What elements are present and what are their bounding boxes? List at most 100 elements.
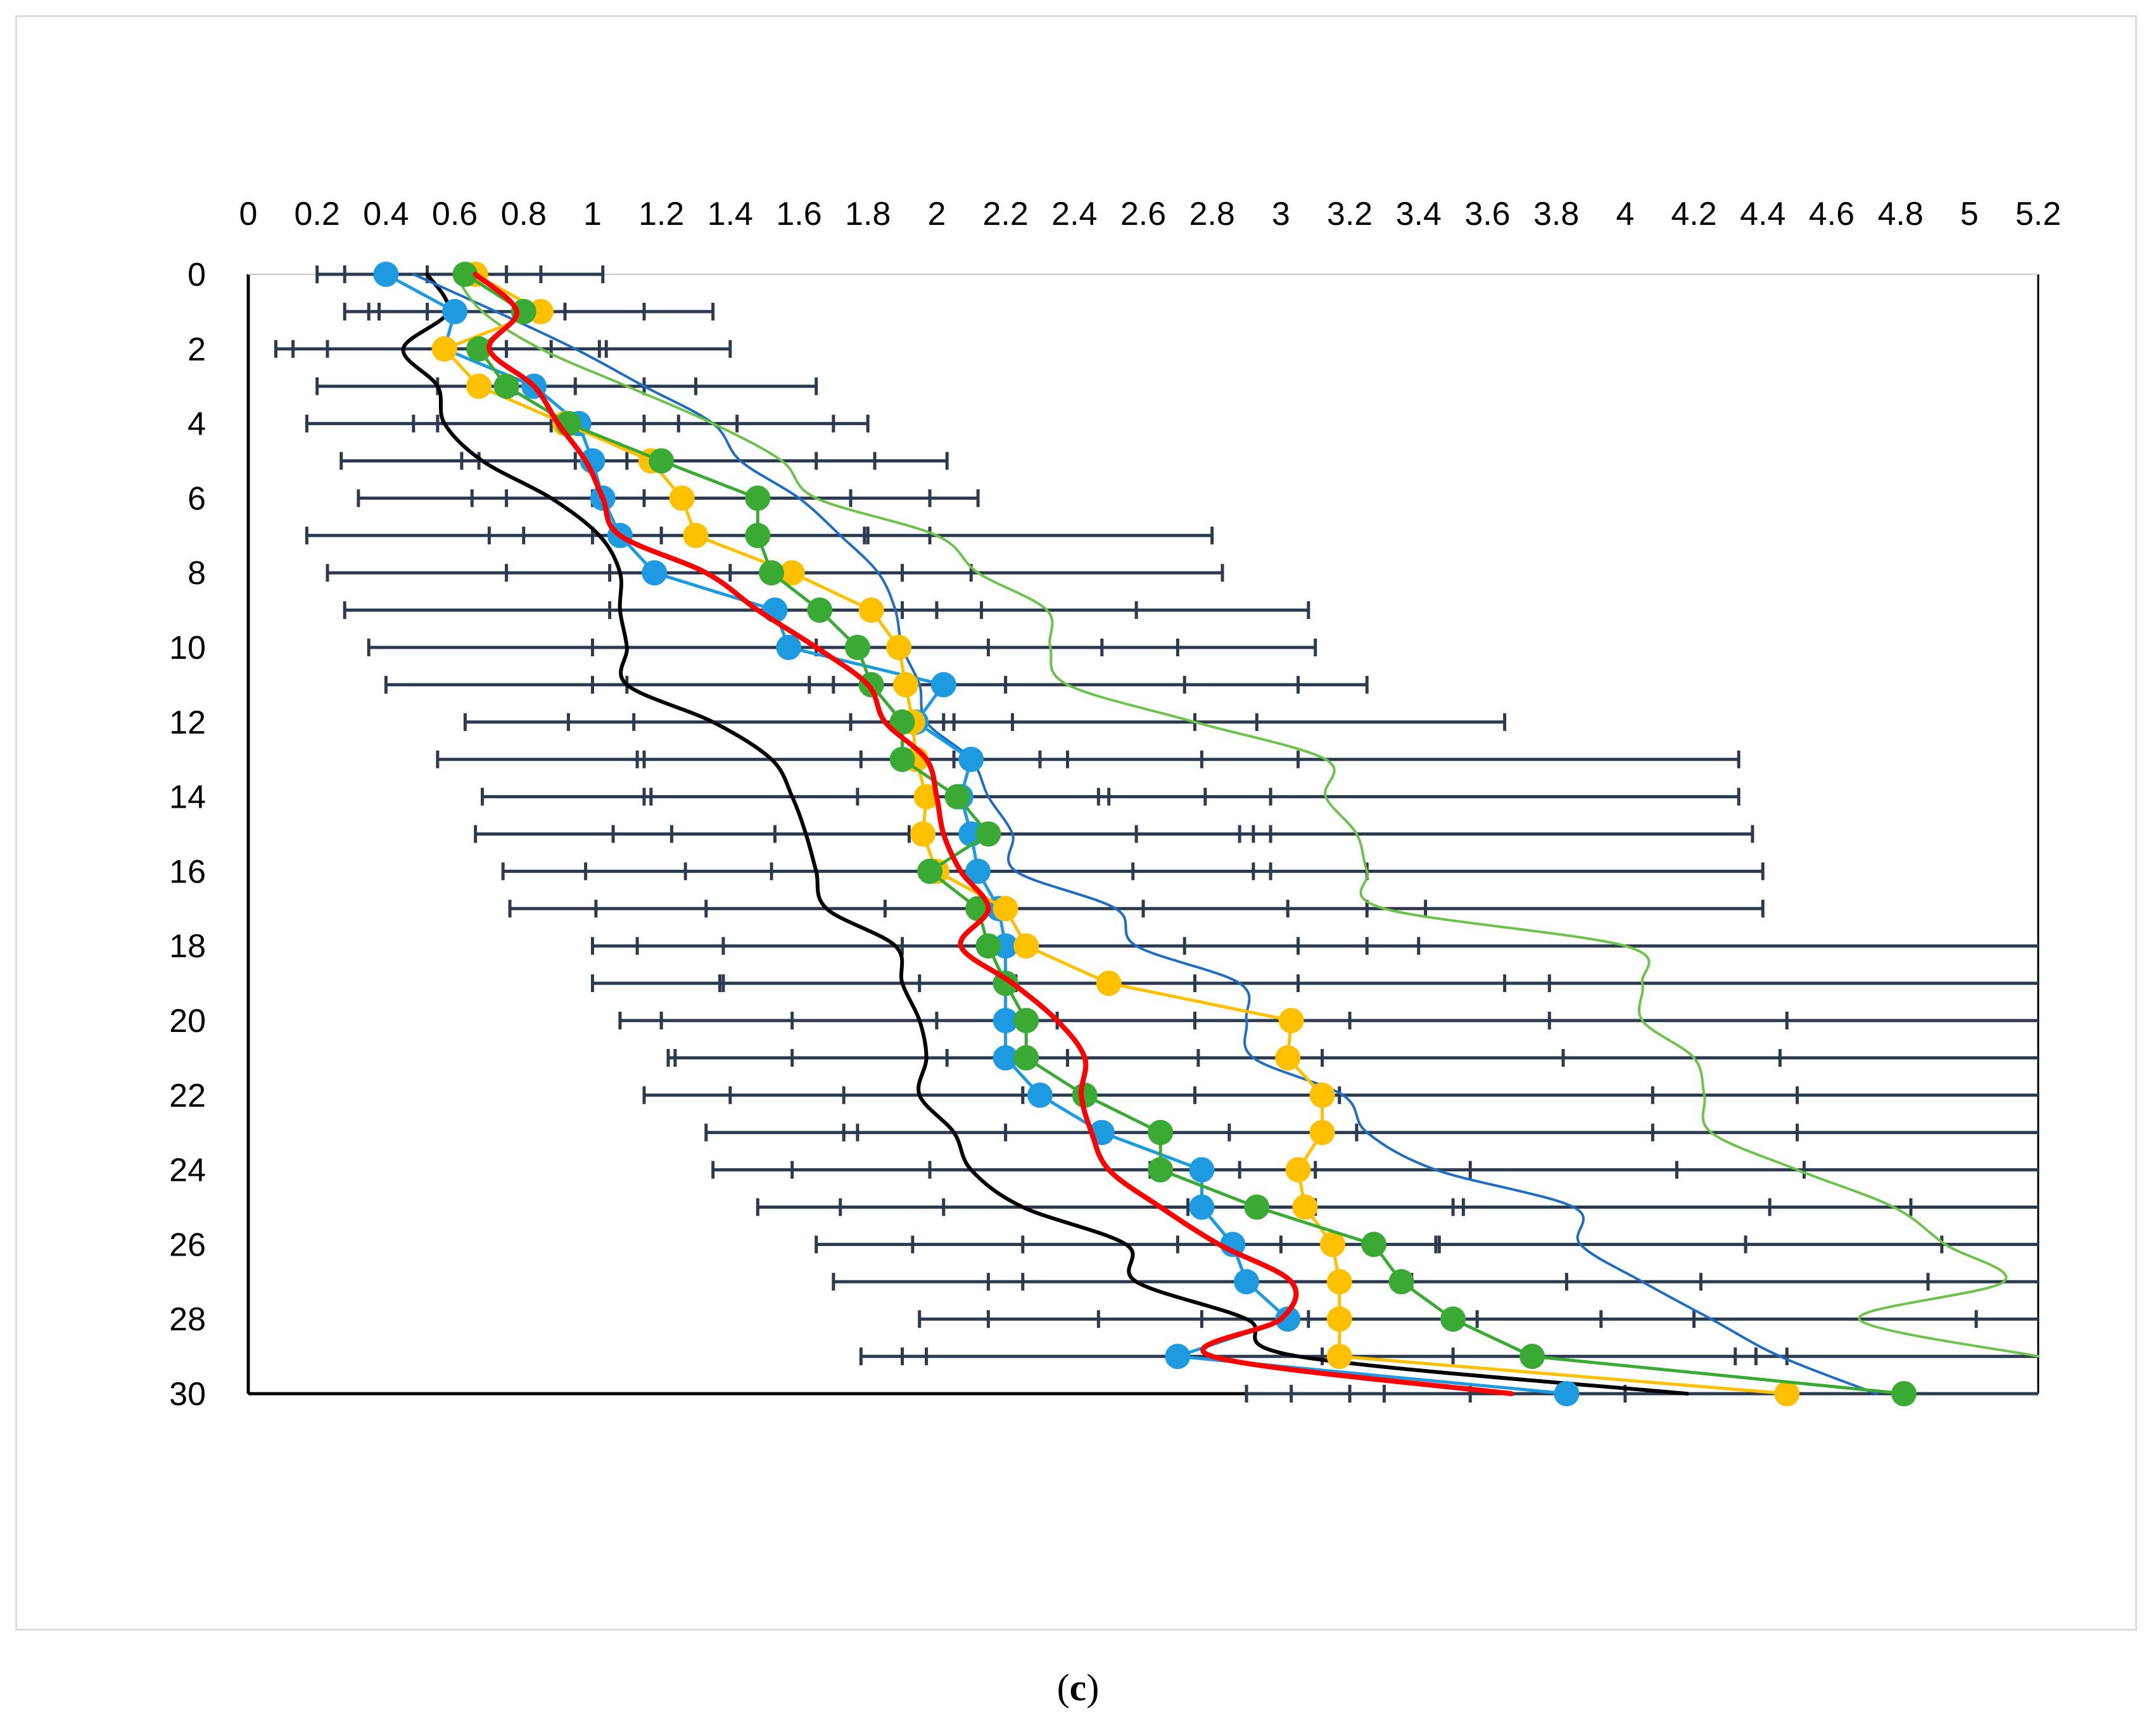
y-tick-label: 16	[169, 853, 206, 890]
data-point	[373, 262, 399, 287]
data-point	[992, 1008, 1018, 1033]
y-tick-label: 10	[169, 630, 206, 666]
data-point	[1774, 1381, 1800, 1406]
y-tick-label: 24	[169, 1152, 206, 1189]
x-tick-label: 4.4	[1740, 196, 1785, 232]
x-tick-labels: 0 0.2 0.4 0.6 0.8 1 1.2 1.4 1.6 1.8 2 2.2 2.4 2.6 2.8 3…	[239, 196, 2062, 232]
x-tick-label: 1.4	[707, 196, 753, 232]
data-point	[745, 523, 771, 549]
data-point	[493, 373, 519, 399]
error-bar	[315, 377, 818, 395]
data-point	[1234, 1269, 1260, 1295]
chart-frame	[15, 15, 2137, 1631]
data-point	[1326, 1344, 1352, 1370]
y-tick-label: 2	[187, 331, 206, 368]
caption-close: )	[1086, 1667, 1100, 1709]
error-bar	[618, 1012, 2038, 1029]
series-line	[401, 272, 1689, 1396]
data-point	[910, 821, 936, 847]
error-bar	[918, 1310, 2038, 1328]
error-bar	[590, 937, 2038, 955]
data-point	[1309, 1119, 1335, 1145]
error-bar	[859, 1347, 2038, 1366]
data-point	[1013, 1045, 1039, 1071]
x-tick-label: 3.2	[1327, 196, 1373, 232]
error-bar	[815, 1235, 2038, 1254]
data-point	[759, 560, 785, 586]
data-point	[1244, 1194, 1270, 1220]
x-tick-label: 4.8	[1877, 196, 1923, 232]
data-point	[917, 858, 943, 884]
x-tick-label: 3.6	[1464, 196, 1510, 232]
error-bar	[367, 639, 1317, 656]
data-point	[1072, 1082, 1098, 1108]
series-lightgreen	[453, 273, 2039, 1358]
error-bar	[590, 974, 2038, 993]
error-bar	[463, 713, 1507, 731]
data-point	[1440, 1306, 1466, 1332]
data-point	[442, 298, 468, 324]
data-point	[1554, 1381, 1580, 1406]
data-point	[580, 448, 606, 474]
x-tick-label: 1.6	[776, 196, 821, 232]
x-tick-label: 2	[927, 196, 946, 232]
data-point	[642, 560, 668, 586]
series-group	[373, 262, 2039, 1406]
error-bar	[274, 340, 732, 358]
series-line	[453, 273, 2039, 1358]
x-tick-label: 2.2	[982, 196, 1028, 232]
x-tick-label: 1	[583, 196, 602, 232]
x-tick-label: 3.8	[1533, 196, 1579, 232]
x-tick-label: 0.4	[363, 196, 409, 232]
data-point	[975, 933, 1001, 959]
error-bar	[1245, 1385, 2038, 1403]
y-tick-label: 28	[169, 1301, 206, 1338]
x-tick-label: 3	[1272, 196, 1290, 232]
data-point	[930, 672, 956, 697]
error-bars	[274, 265, 2038, 1403]
data-point	[1275, 1045, 1301, 1071]
data-point	[893, 672, 919, 697]
data-point	[1309, 1082, 1335, 1108]
data-point	[958, 746, 984, 772]
x-tick-label: 4.6	[1809, 196, 1855, 232]
x-tick-label: 5.2	[2015, 196, 2061, 232]
error-bar	[481, 787, 1741, 806]
x-tick-label: 0.8	[501, 196, 547, 232]
data-point	[992, 896, 1018, 922]
x-tick-label: 0.2	[295, 196, 340, 232]
data-point	[1285, 1157, 1311, 1183]
data-point	[776, 635, 802, 660]
data-point	[1027, 1082, 1053, 1108]
x-tick-label: 1.2	[638, 196, 684, 232]
error-bar	[704, 1123, 2038, 1142]
data-point	[1319, 1232, 1345, 1257]
x-tick-label: 0.6	[432, 196, 478, 232]
error-bar	[666, 1048, 2038, 1067]
data-point	[1326, 1269, 1352, 1295]
data-point	[1165, 1344, 1191, 1370]
y-tick-label: 22	[169, 1078, 206, 1114]
x-tick-label: 4.2	[1671, 196, 1716, 232]
error-bar	[357, 489, 980, 507]
error-bar	[756, 1198, 2038, 1216]
data-point	[683, 523, 709, 549]
data-point	[452, 262, 478, 287]
data-point	[1189, 1194, 1215, 1220]
y-tick-label: 26	[169, 1226, 206, 1263]
error-bar	[508, 900, 1765, 918]
data-point	[1388, 1269, 1414, 1295]
data-point	[858, 597, 884, 623]
data-point	[1096, 971, 1122, 996]
series-green	[452, 262, 1917, 1406]
x-tick-label: 2.8	[1189, 196, 1235, 232]
y-tick-label: 20	[169, 1003, 206, 1040]
data-point	[1275, 1306, 1301, 1332]
y-tick-label: 4	[187, 406, 206, 443]
y-tick-label: 18	[169, 928, 206, 965]
data-point	[649, 448, 675, 474]
data-point	[1326, 1306, 1352, 1332]
caption-letter: c	[1069, 1667, 1087, 1709]
data-point	[975, 821, 1001, 847]
